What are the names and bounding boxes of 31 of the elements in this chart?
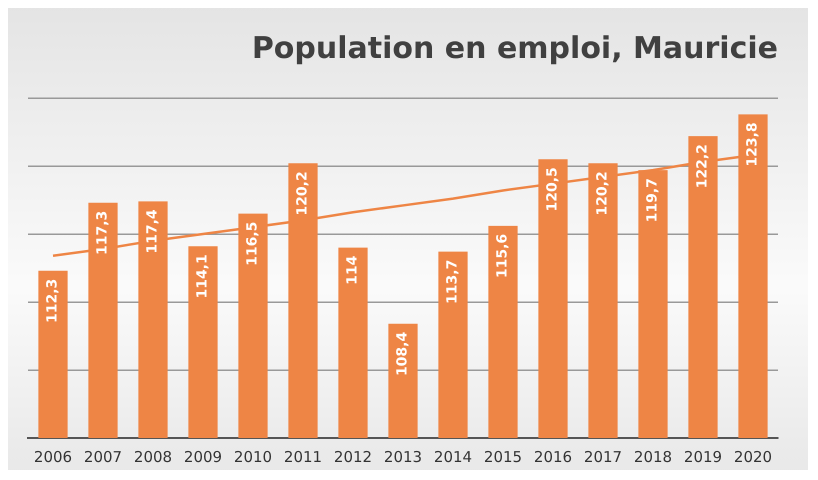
x-tick-label: 2020 xyxy=(734,448,772,466)
x-tick-label: 2014 xyxy=(434,448,472,466)
data-label: 117,3 xyxy=(94,210,111,256)
data-label: 120,2 xyxy=(294,171,311,216)
data-label: 108,4 xyxy=(394,332,411,376)
data-label: 114,1 xyxy=(194,254,211,299)
data-label: 114 xyxy=(344,255,361,285)
x-tick-label: 2016 xyxy=(534,448,572,466)
data-label: 122,2 xyxy=(694,144,711,188)
x-tick-label: 2018 xyxy=(634,448,672,466)
x-tick-label: 2013 xyxy=(384,448,422,466)
x-tick-label: 2019 xyxy=(684,448,722,466)
data-label: 112,3 xyxy=(44,278,61,324)
x-tick-label: 2010 xyxy=(234,448,272,466)
data-label: 115,6 xyxy=(494,234,511,278)
x-tick-label: 2012 xyxy=(334,448,372,466)
x-tick-label: 2007 xyxy=(84,448,122,466)
x-tick-label: 2008 xyxy=(134,448,172,466)
x-tick-label: 2011 xyxy=(284,448,322,466)
chart-title: Population en emploi, Mauricie xyxy=(252,30,778,66)
data-label: 120,2 xyxy=(594,171,611,216)
x-tick-label: 2017 xyxy=(584,448,622,466)
data-label: 119,7 xyxy=(644,178,661,222)
x-tick-label: 2009 xyxy=(184,448,222,466)
data-label: 123,8 xyxy=(744,122,761,167)
x-tick-label: 2006 xyxy=(34,448,72,466)
data-label: 113,7 xyxy=(444,260,461,304)
data-label: 116,5 xyxy=(244,222,261,266)
data-label: 120,5 xyxy=(544,167,561,212)
x-tick-label: 2015 xyxy=(484,448,522,466)
data-label: 117,4 xyxy=(144,209,161,254)
